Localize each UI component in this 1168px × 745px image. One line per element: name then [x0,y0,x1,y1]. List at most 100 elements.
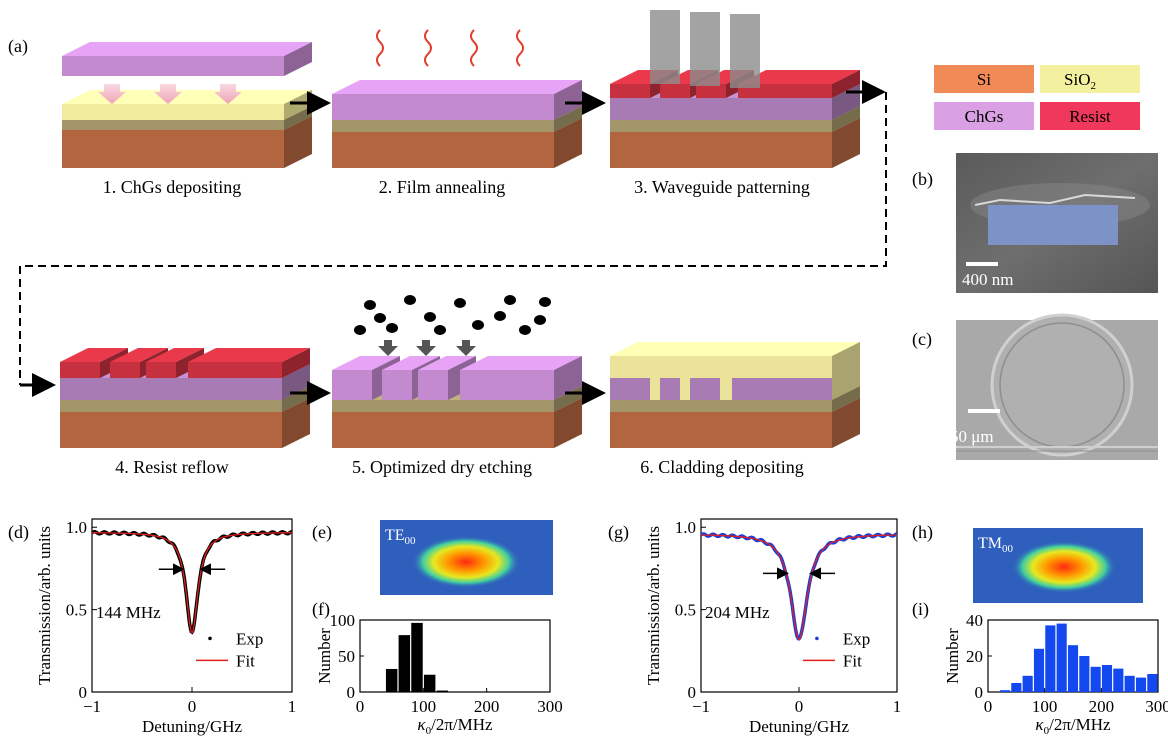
panel-label-g: (g) [608,522,629,543]
step3-resist-2-front [696,84,726,98]
step6-waveguide-1 [660,378,680,400]
step3-stack [610,10,860,168]
chart-i-ytick-label-0: 0 [975,683,984,702]
step5-particle-3 [504,295,516,305]
chart-i-xtick-label-0: 0 [984,697,993,716]
chart-f-ytick-label-1: 50 [338,647,355,666]
step5-chgs-1-top [382,356,440,370]
legend-label-sio2: SiO2 [1064,70,1096,92]
step3-mask-1 [690,12,720,86]
step3-resist-3-front [738,84,832,98]
chart-g-ytick-label-0: 0 [688,683,697,702]
step1-chgs-film-top [62,42,312,56]
step2-stack-layer-si-front [332,132,554,168]
waveguide-cross-section [988,205,1118,245]
step5-particle-11 [424,312,436,322]
step2-stack-layer-sio2-side [554,106,582,132]
step6-stack-layer-cladding-side [832,342,860,400]
step4-resist-1-front [110,362,140,378]
step6-stack-layer-si-front [610,412,832,448]
chart-i-bar-9 [1101,665,1113,692]
step2-heat-wave-1 [424,29,432,67]
chart-i-ytick-label-1: 20 [966,647,983,666]
step5-particle-5 [354,325,366,335]
step5-particle-10 [374,313,386,323]
step2-stack-layer-chgs-top [332,80,582,94]
mode-label-tm: TM00 [978,535,1014,555]
chart-f-bar-6 [436,690,449,692]
step6-stack-layer-cladding-top [610,342,860,356]
chart-i-bar-6 [1067,645,1079,692]
step5-chgs-0-top [332,356,400,370]
step6-waveguide-3 [732,378,832,400]
chart-f-bar-2 [385,668,398,692]
step2-stack-layer-si-side [554,118,582,168]
step5-chgs-3-side [554,356,582,400]
legend-swatch-sio2 [1040,65,1140,93]
step4-resist-3-side [282,348,310,378]
chart-i-bar-4 [1045,625,1056,692]
legend-label-si: Si [977,70,991,89]
chart-i-bar-10 [1113,668,1124,692]
panel-label-f: (f) [312,599,330,620]
chart-f-ytick-label-2: 100 [330,611,356,630]
step2-stack-layer-sio2-front [332,120,554,132]
step1-deposit-arrow-0 [98,84,126,104]
chart-f-xtick-label-1: 100 [411,697,437,716]
chart-d-ytick-label-1: 0.5 [66,601,87,620]
chart-f-xtick-label-3: 300 [537,697,563,716]
chart-i-bar-5 [1056,623,1067,692]
step1-stack-layer-sio2-front [62,104,284,120]
chart-g-ylabel: Transmission/arb. units [644,526,663,685]
step-caption-1: 1. ChGs depositing [103,177,242,197]
chart-g-legend-exp-marker [815,636,819,641]
step5-chgs-2-top [418,356,476,370]
chart-d-xtick-label-2: 1 [288,697,297,716]
chart-d-transmission-te: −1 0 100.51.0Detuning/GHzTransmission/arb.… [35,518,296,736]
chart-g-xtick-label-2: 1 [893,697,902,716]
chart-g-xtick-label-0: −1 [692,697,710,716]
chart-i-histogram-tm: 0 100 200 300 0 20 40 κ0/2π/MHz Number [943,611,1168,737]
step5-particle-4 [539,297,551,307]
step1-stack-layer-si-side [284,116,312,168]
chart-f-ytick-label-0: 0 [347,683,356,702]
microring-image: 50 μm [950,313,1158,460]
chart-i-ytick-label-2: 40 [966,611,983,630]
step4-resist-3-front [188,362,282,378]
step5-stack-layer-si-side [554,398,582,448]
panel-label-i: (i) [912,599,929,620]
step5-stack-layer-sio2-front [332,400,554,412]
step6-waveguide-2 [690,378,720,400]
legend-swatch-si [934,65,1034,93]
step4-stack-layer-si-side [282,398,310,448]
chart-f-bar-5 [423,674,436,692]
chart-d-xtick-label-0: −1 [83,697,101,716]
step5-etch-arrow-2 [456,340,476,356]
step5-chgs-3-front [460,370,554,400]
chart-d-ytick-label-2: 1.0 [66,518,87,537]
step4-resist-0-top [60,348,128,362]
chart-f-xlabel: κ0/2π/MHz [417,715,493,737]
legend-label-chgs: ChGs [965,107,1004,126]
panel-label-b: (b) [912,169,933,190]
step2-heat-wave-2 [470,29,478,67]
chart-i-bar-3 [1033,648,1045,692]
chart-d-legend-exp-marker [208,636,212,641]
step1-stack-layer-box-front [62,120,284,130]
step2-stack [332,80,582,168]
step2-stack-layer-chgs-side [554,80,582,120]
panel-label-d: (d) [8,522,29,543]
chart-d-ylabel: Transmission/arb. units [35,526,54,685]
flow-arrows [19,80,887,405]
chart-i-bar-0 [999,690,1011,692]
step5-particle-13 [534,315,546,325]
step3-stack-layer-sio2-front [610,120,832,132]
step4-stack-layer-chgs-side [282,364,310,400]
chart-g-legend-exp-label: Exp [843,629,870,648]
step-caption-4: 4. Resist reflow [115,457,228,477]
step5-chgs-3-top [460,356,582,370]
step1-stack-layer-sio2-top [62,90,312,104]
chart-d-ytick-label-0: 0 [79,683,88,702]
mode-profile-te: TE00 [380,520,553,595]
step4-stack-layer-si-front [60,412,282,448]
